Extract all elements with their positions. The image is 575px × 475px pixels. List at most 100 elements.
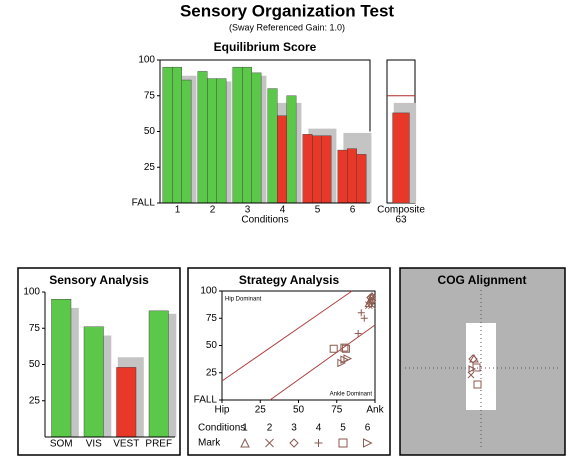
- marker: [343, 354, 353, 363]
- x-tick-label: VIS: [86, 439, 102, 450]
- y-tick-label: 25: [144, 162, 156, 173]
- x-tick-label: 6: [350, 205, 356, 216]
- legend-title: Mark: [198, 438, 221, 449]
- x-tick-label: Hip: [214, 405, 229, 416]
- y-tick-label: 75: [144, 90, 156, 101]
- diagonal-line: [269, 324, 376, 401]
- marker: [365, 301, 373, 310]
- annotation: Ankle Dominant: [330, 392, 373, 398]
- y-tick-label: 75: [29, 323, 41, 334]
- y-tick-label: 25: [29, 395, 41, 406]
- bar: [302, 134, 313, 204]
- x-tick-label: 2: [210, 205, 216, 216]
- legend-label: 2: [267, 423, 273, 434]
- y-tick-label: 25: [206, 367, 218, 378]
- x-tick-label: 50: [293, 405, 305, 416]
- legend-marker: [363, 438, 373, 448]
- marker: [329, 344, 338, 353]
- legend-label: 1: [242, 423, 248, 434]
- marker: [337, 358, 346, 368]
- marker: [340, 343, 349, 352]
- bar: [172, 66, 182, 204]
- page-title: Sensory Organization Test: [180, 1, 394, 20]
- bar: [312, 135, 322, 204]
- y-tick-label: 100: [23, 287, 40, 298]
- bar: [286, 95, 297, 204]
- bar: [392, 112, 410, 204]
- legend-title: Conditions: [198, 423, 245, 434]
- marker: [360, 314, 368, 322]
- value-label: 63: [395, 215, 407, 226]
- x-tick-label: 3: [245, 205, 251, 216]
- bar: [216, 78, 227, 204]
- bar: [277, 115, 287, 204]
- x-tick-label: Composite: [377, 205, 425, 216]
- x-tick-label: 1: [175, 205, 181, 216]
- bar: [181, 79, 192, 204]
- chart-title: Equilibrium Score: [214, 40, 317, 54]
- marker: [341, 344, 350, 353]
- y-tick-label: 75: [206, 313, 218, 324]
- bar: [267, 88, 278, 204]
- x-tick-label: 4: [280, 205, 286, 216]
- legend-marker: [265, 438, 274, 448]
- bar: [251, 72, 262, 204]
- cog-marker: [468, 365, 477, 373]
- x-tick-label: VEST: [113, 439, 139, 450]
- bar: [337, 149, 348, 204]
- plot-frame: [221, 290, 376, 401]
- bar: [83, 326, 104, 438]
- legend-marker: [240, 437, 250, 448]
- panel-frame: [187, 267, 391, 456]
- marker: [367, 296, 377, 306]
- y-tick-label: 50: [29, 359, 41, 370]
- x-tick-label: Ank: [366, 405, 384, 416]
- legend-label: 5: [340, 423, 346, 434]
- x-tick-label: PREF: [145, 439, 172, 450]
- cog-marker: [467, 371, 475, 379]
- chart-title: Strategy Analysis: [239, 273, 340, 287]
- annotation: Hip Dominant: [225, 297, 262, 303]
- bar: [148, 310, 169, 438]
- y-tick-label: FALL: [132, 198, 156, 209]
- cog-markers: [467, 353, 482, 389]
- x-tick-label: 25: [255, 405, 267, 416]
- y-tick-label: FALL: [194, 395, 218, 406]
- x-tick-label: SOM: [50, 439, 73, 450]
- bar: [321, 135, 332, 204]
- legend-marker: [314, 439, 323, 447]
- bar: [356, 154, 367, 204]
- marker: [357, 309, 365, 317]
- bar: [207, 78, 217, 204]
- chart-title: Sensory Analysis: [49, 273, 149, 287]
- legend-marker: [289, 438, 299, 448]
- diagonal-line: [221, 290, 353, 382]
- cog-marker: [473, 380, 482, 389]
- y-tick-label: 100: [200, 286, 217, 297]
- bar: [162, 66, 173, 204]
- bar: [347, 148, 357, 204]
- marker: [366, 293, 375, 302]
- marker: [354, 330, 362, 338]
- legend-label: 6: [365, 423, 371, 434]
- bar: [116, 367, 137, 438]
- x-tick-label: 75: [331, 405, 343, 416]
- y-tick-label: 100: [138, 55, 155, 66]
- bar: [242, 66, 252, 204]
- x-tick-label: 5: [315, 205, 321, 216]
- legend-marker: [338, 438, 348, 448]
- y-tick-label: 50: [206, 340, 218, 351]
- y-tick-label: 50: [144, 126, 156, 137]
- x-axis-label: Conditions: [241, 215, 288, 226]
- bar: [51, 299, 72, 438]
- panel-frame: [17, 267, 181, 456]
- legend-label: 3: [291, 423, 297, 434]
- bar: [197, 71, 208, 204]
- cog-marker: [468, 354, 478, 364]
- marker: [368, 301, 376, 310]
- page-subtitle: (Sway Referenced Gain: 1.0): [229, 22, 345, 32]
- chart-title: COG Alignment: [438, 273, 527, 287]
- legend-label: 4: [316, 423, 322, 434]
